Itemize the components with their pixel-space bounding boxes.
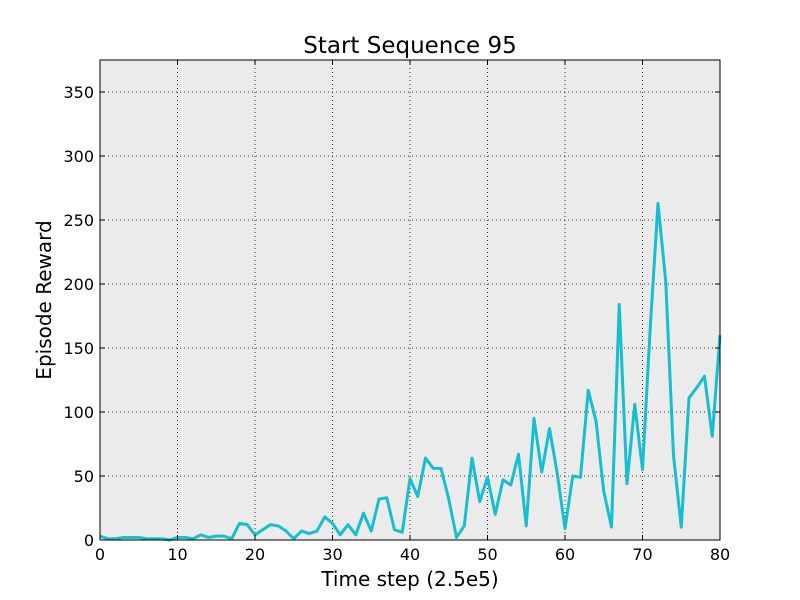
y-tick-label: 300 <box>63 147 94 166</box>
x-tick-label: 70 <box>632 545 652 564</box>
series-layer <box>99 201 722 542</box>
y-tick-label: 350 <box>63 83 94 102</box>
x-tick-label: 60 <box>555 545 575 564</box>
x-tick-label: 0 <box>95 545 105 564</box>
y-tick-label: 150 <box>63 339 94 358</box>
y-tick-label: 200 <box>63 275 94 294</box>
y-tick-label: 100 <box>63 403 94 422</box>
y-tick-label: 0 <box>84 531 94 550</box>
ticks: 0 10 20 30 40 50 60 70 80 0 50 100 150 200 250 300 350 <box>63 60 730 564</box>
y-tick-label: 250 <box>63 211 94 230</box>
series-line <box>99 201 722 542</box>
y-axis-label: Episode Reward <box>32 220 56 379</box>
x-tick-label: 80 <box>710 545 730 564</box>
x-tick-label: 30 <box>322 545 342 564</box>
x-axis-label: Time step (2.5e5) <box>320 567 498 591</box>
x-tick-label: 50 <box>477 545 497 564</box>
x-tick-label: 10 <box>167 545 187 564</box>
x-tick-label: 20 <box>245 545 265 564</box>
y-tick-label: 50 <box>74 467 94 486</box>
chart-title: Start Sequence 95 <box>303 33 517 59</box>
x-tick-label: 40 <box>400 545 420 564</box>
